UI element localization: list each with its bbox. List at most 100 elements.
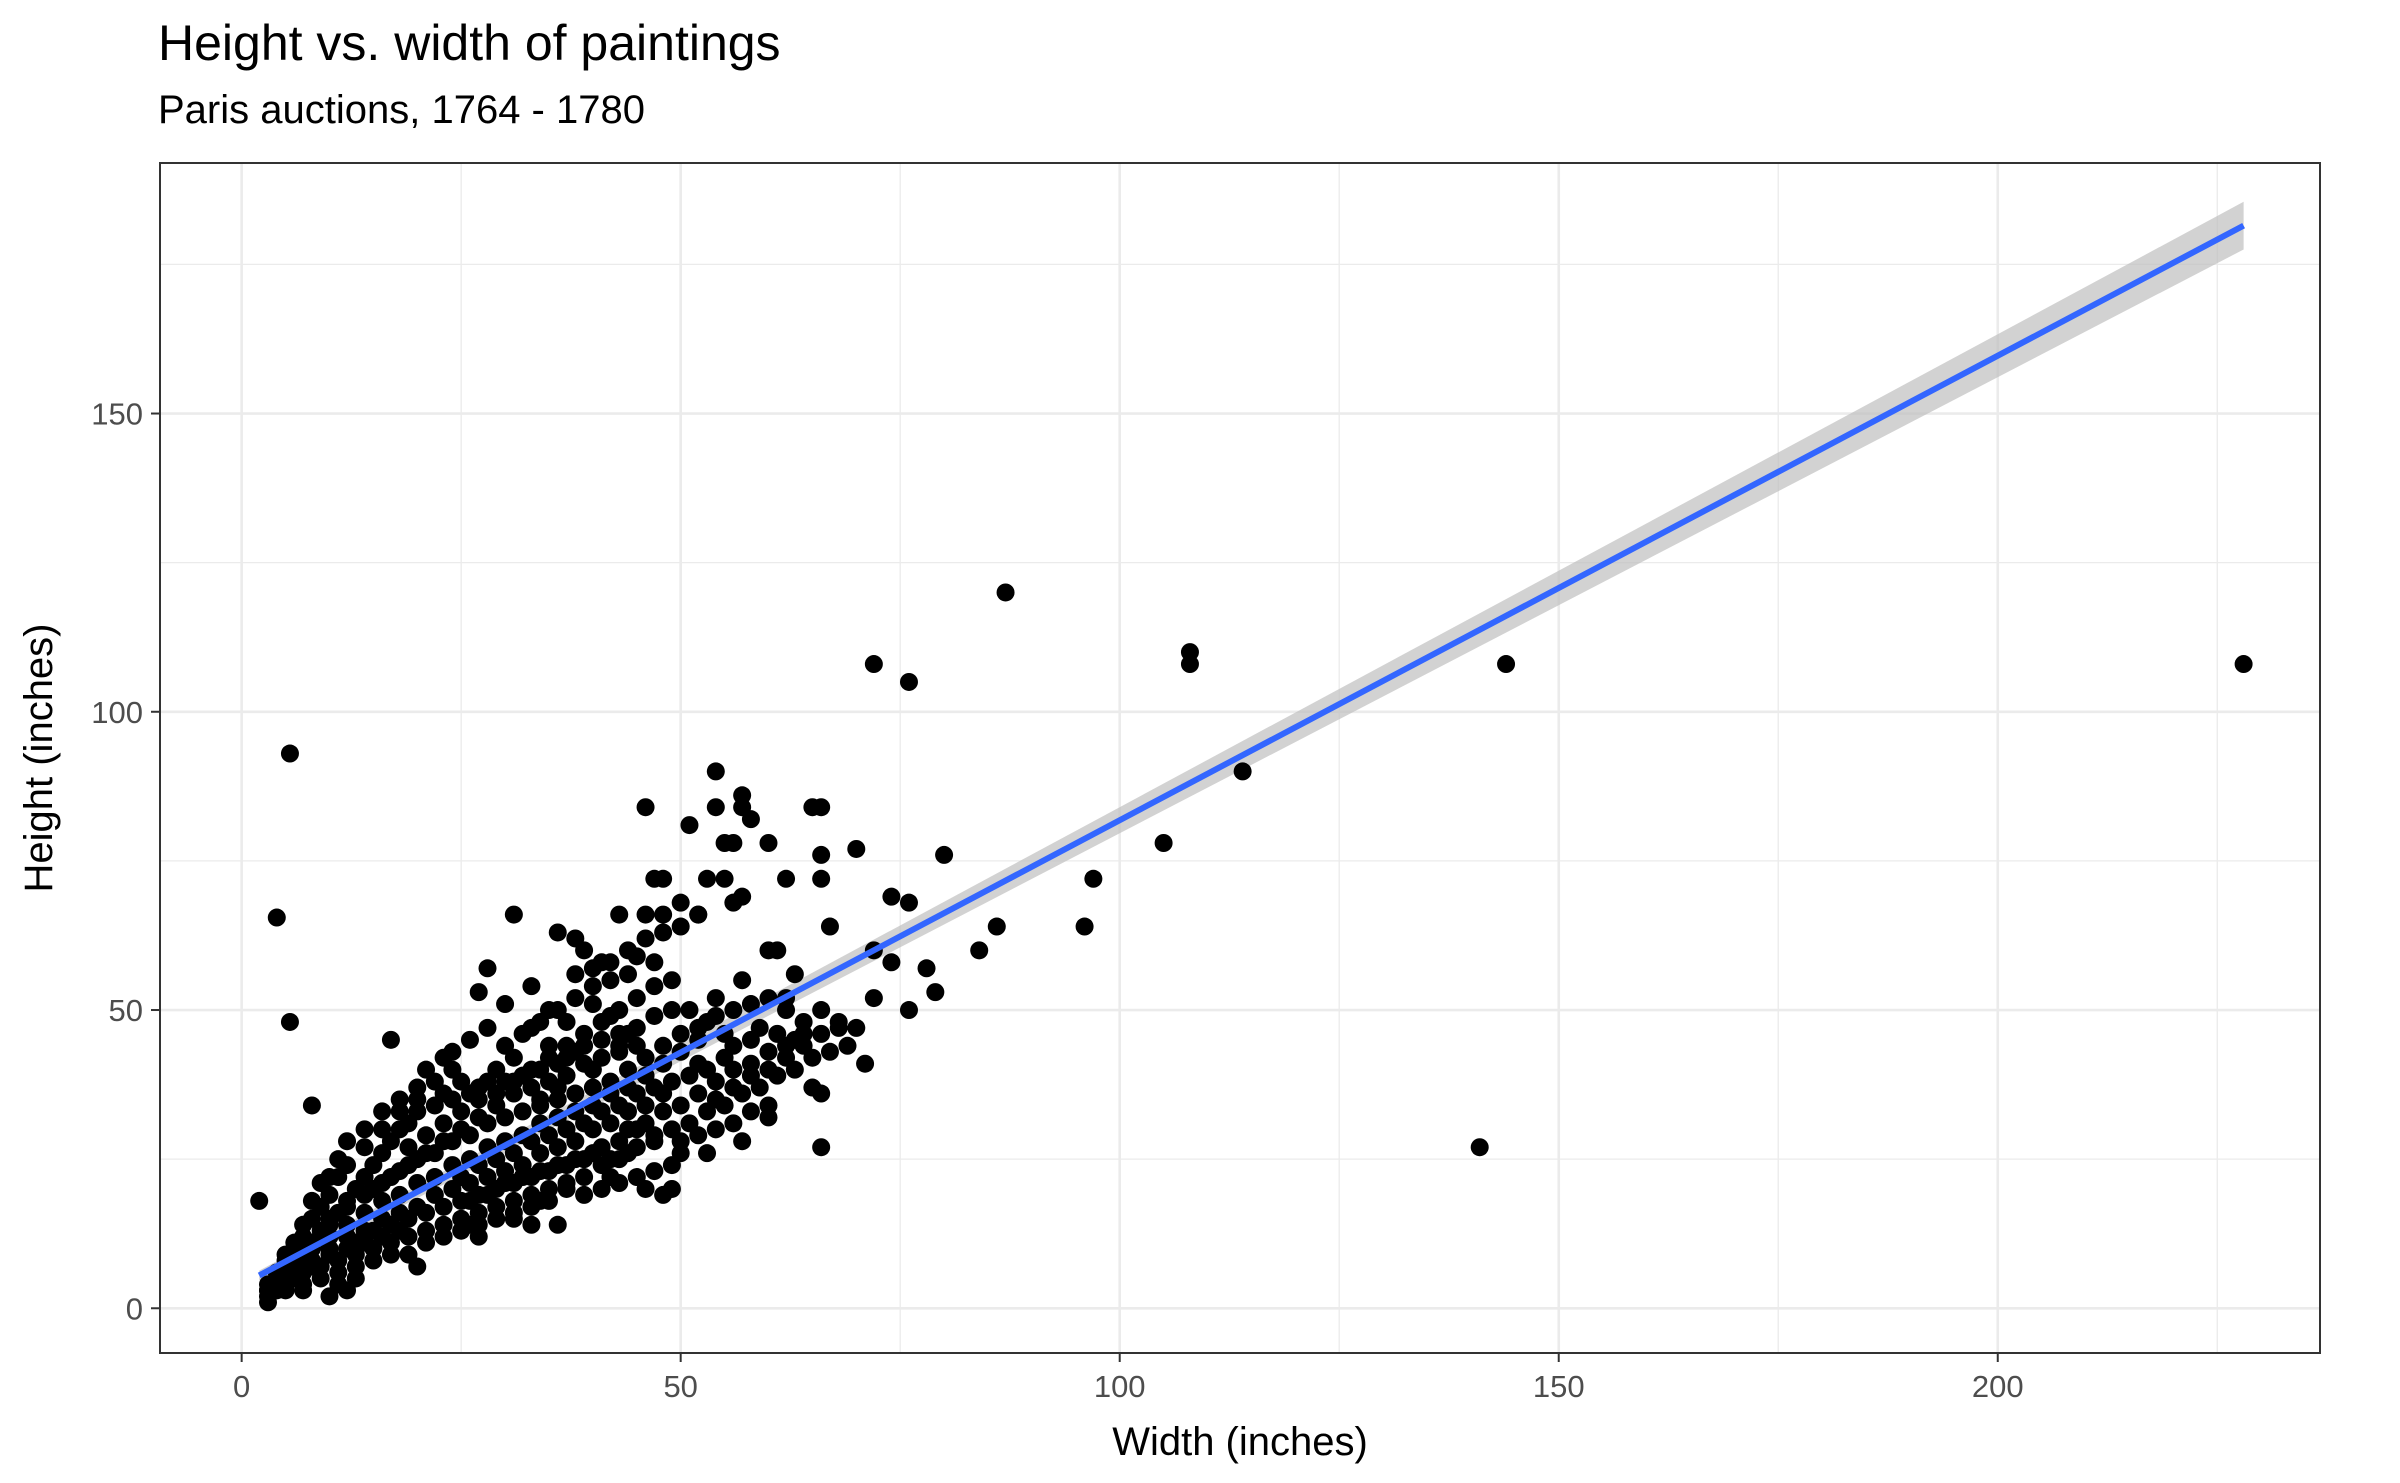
data-point — [311, 1269, 330, 1288]
data-point — [926, 983, 945, 1002]
data-point — [452, 1102, 471, 1121]
data-point — [390, 1102, 409, 1121]
data-point — [557, 1120, 576, 1139]
data-point — [478, 1018, 497, 1037]
y-axis-ticks: 0 50 100 150 — [91, 397, 160, 1326]
data-point — [592, 1012, 611, 1031]
data-point — [338, 1132, 357, 1151]
data-point — [592, 1102, 611, 1121]
data-point — [575, 1185, 594, 1204]
data-point — [803, 798, 822, 817]
data-point — [504, 905, 523, 924]
chart-subtitle: Paris auctions, 1764 - 1780 — [158, 88, 645, 132]
data-point — [715, 869, 734, 888]
x-tick-label: 150 — [1533, 1369, 1585, 1404]
data-point — [794, 1036, 813, 1055]
data-point — [373, 1120, 392, 1139]
data-point — [698, 1144, 717, 1163]
data-point — [645, 977, 664, 996]
data-point — [856, 1054, 875, 1073]
data-point — [820, 1042, 839, 1061]
data-point — [812, 1001, 831, 1020]
data-point — [627, 989, 646, 1008]
data-point — [847, 839, 866, 858]
data-point — [662, 1072, 681, 1091]
data-point — [487, 1209, 506, 1228]
data-point — [750, 1018, 769, 1037]
data-point — [539, 1126, 558, 1145]
data-point — [610, 905, 629, 924]
data-point — [355, 1138, 374, 1157]
data-point — [917, 959, 936, 978]
data-point — [987, 917, 1006, 936]
data-point — [706, 989, 725, 1008]
data-point — [645, 1006, 664, 1025]
data-point — [759, 1042, 778, 1061]
data-point — [645, 953, 664, 972]
data-point — [338, 1281, 357, 1300]
data-point — [522, 977, 541, 996]
data-point — [460, 1191, 479, 1210]
data-point — [724, 1001, 743, 1020]
data-point — [478, 1185, 497, 1204]
data-point — [575, 1168, 594, 1187]
data-point — [566, 965, 585, 984]
data-point — [513, 1024, 532, 1043]
data-point — [838, 1036, 857, 1055]
data-point — [583, 959, 602, 978]
data-point — [513, 1168, 532, 1187]
data-point — [1497, 655, 1516, 674]
data-point — [320, 1245, 339, 1264]
data-point — [935, 845, 954, 864]
data-point — [434, 1114, 453, 1133]
data-point — [715, 834, 734, 852]
data-point — [610, 1001, 629, 1020]
data-point — [680, 1066, 699, 1085]
data-point — [522, 1215, 541, 1234]
data-point — [812, 845, 831, 864]
data-point — [680, 1001, 699, 1020]
data-point — [698, 869, 717, 888]
data-point — [864, 655, 883, 674]
data-point — [583, 977, 602, 996]
plot-panel-border — [159, 162, 2321, 1354]
data-point — [724, 893, 743, 912]
data-point — [355, 1233, 374, 1252]
x-axis-ticks: 0 50 100 150 200 — [233, 1353, 2024, 1404]
data-point — [636, 905, 655, 924]
data-point — [1075, 917, 1094, 936]
data-point — [741, 995, 760, 1014]
data-point — [548, 1215, 567, 1234]
data-point — [452, 1221, 471, 1240]
data-point — [267, 908, 286, 927]
data-point — [522, 1197, 541, 1216]
data-point — [636, 798, 655, 817]
data-point — [759, 1096, 778, 1115]
data-point — [777, 1001, 796, 1020]
data-point — [443, 1132, 462, 1151]
data-point — [662, 1156, 681, 1175]
data-point — [460, 1126, 479, 1145]
regression-line — [257, 222, 2246, 1279]
data-point — [645, 1162, 664, 1181]
data-point — [864, 989, 883, 1008]
data-point — [373, 1227, 392, 1246]
data-point — [399, 1245, 418, 1264]
data-point — [280, 1012, 299, 1031]
data-point — [662, 1001, 681, 1020]
data-point — [469, 1215, 488, 1234]
data-point — [496, 995, 515, 1014]
data-point — [662, 1179, 681, 1198]
data-point — [1233, 762, 1252, 781]
data-point — [1470, 1138, 1489, 1157]
data-point — [425, 1072, 444, 1091]
data-point — [812, 869, 831, 888]
data-point — [469, 1090, 488, 1109]
data-point — [689, 1126, 708, 1145]
data-point — [592, 1179, 611, 1198]
data-point — [636, 1114, 655, 1133]
data-point — [346, 1257, 365, 1276]
data-point — [373, 1102, 392, 1121]
data-point — [329, 1168, 348, 1187]
data-point — [548, 923, 567, 942]
